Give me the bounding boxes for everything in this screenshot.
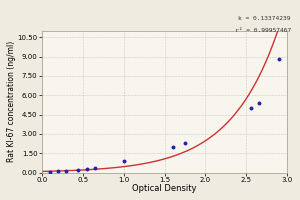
Point <box>92 166 97 170</box>
Point <box>170 145 175 148</box>
Point <box>183 141 188 145</box>
Point <box>277 58 282 61</box>
Point <box>47 170 52 173</box>
X-axis label: Optical Density: Optical Density <box>132 184 197 193</box>
Text: r² = 0.99957467: r² = 0.99957467 <box>235 28 291 33</box>
Point <box>56 170 60 173</box>
Y-axis label: Rat KI-67 concentration (ng/ml): Rat KI-67 concentration (ng/ml) <box>7 41 16 162</box>
Text: k = 0.13374239: k = 0.13374239 <box>238 16 291 21</box>
Point <box>256 101 261 105</box>
Point <box>248 107 253 110</box>
Point <box>84 168 89 171</box>
Point <box>76 169 81 172</box>
Point <box>64 169 69 173</box>
Point <box>121 160 126 163</box>
